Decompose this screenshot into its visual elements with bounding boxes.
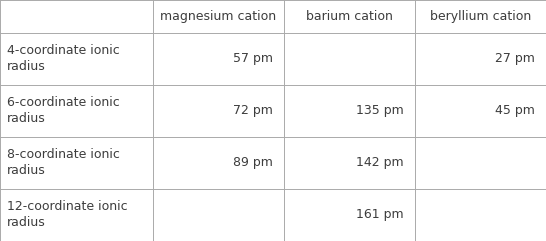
Text: 12-coordinate ionic
radius: 12-coordinate ionic radius	[7, 201, 127, 229]
Text: 72 pm: 72 pm	[233, 104, 273, 117]
Text: 27 pm: 27 pm	[495, 52, 535, 65]
Text: beryllium cation: beryllium cation	[430, 10, 531, 23]
Text: 57 pm: 57 pm	[233, 52, 273, 65]
Text: 45 pm: 45 pm	[495, 104, 535, 117]
Text: 8-coordinate ionic
radius: 8-coordinate ionic radius	[7, 148, 120, 177]
Text: 142 pm: 142 pm	[357, 156, 404, 169]
Text: 4-coordinate ionic
radius: 4-coordinate ionic radius	[7, 44, 120, 73]
Text: 135 pm: 135 pm	[357, 104, 404, 117]
Text: magnesium cation: magnesium cation	[161, 10, 276, 23]
Text: 161 pm: 161 pm	[357, 208, 404, 221]
Text: 89 pm: 89 pm	[233, 156, 273, 169]
Text: barium cation: barium cation	[306, 10, 393, 23]
Text: 6-coordinate ionic
radius: 6-coordinate ionic radius	[7, 96, 120, 125]
